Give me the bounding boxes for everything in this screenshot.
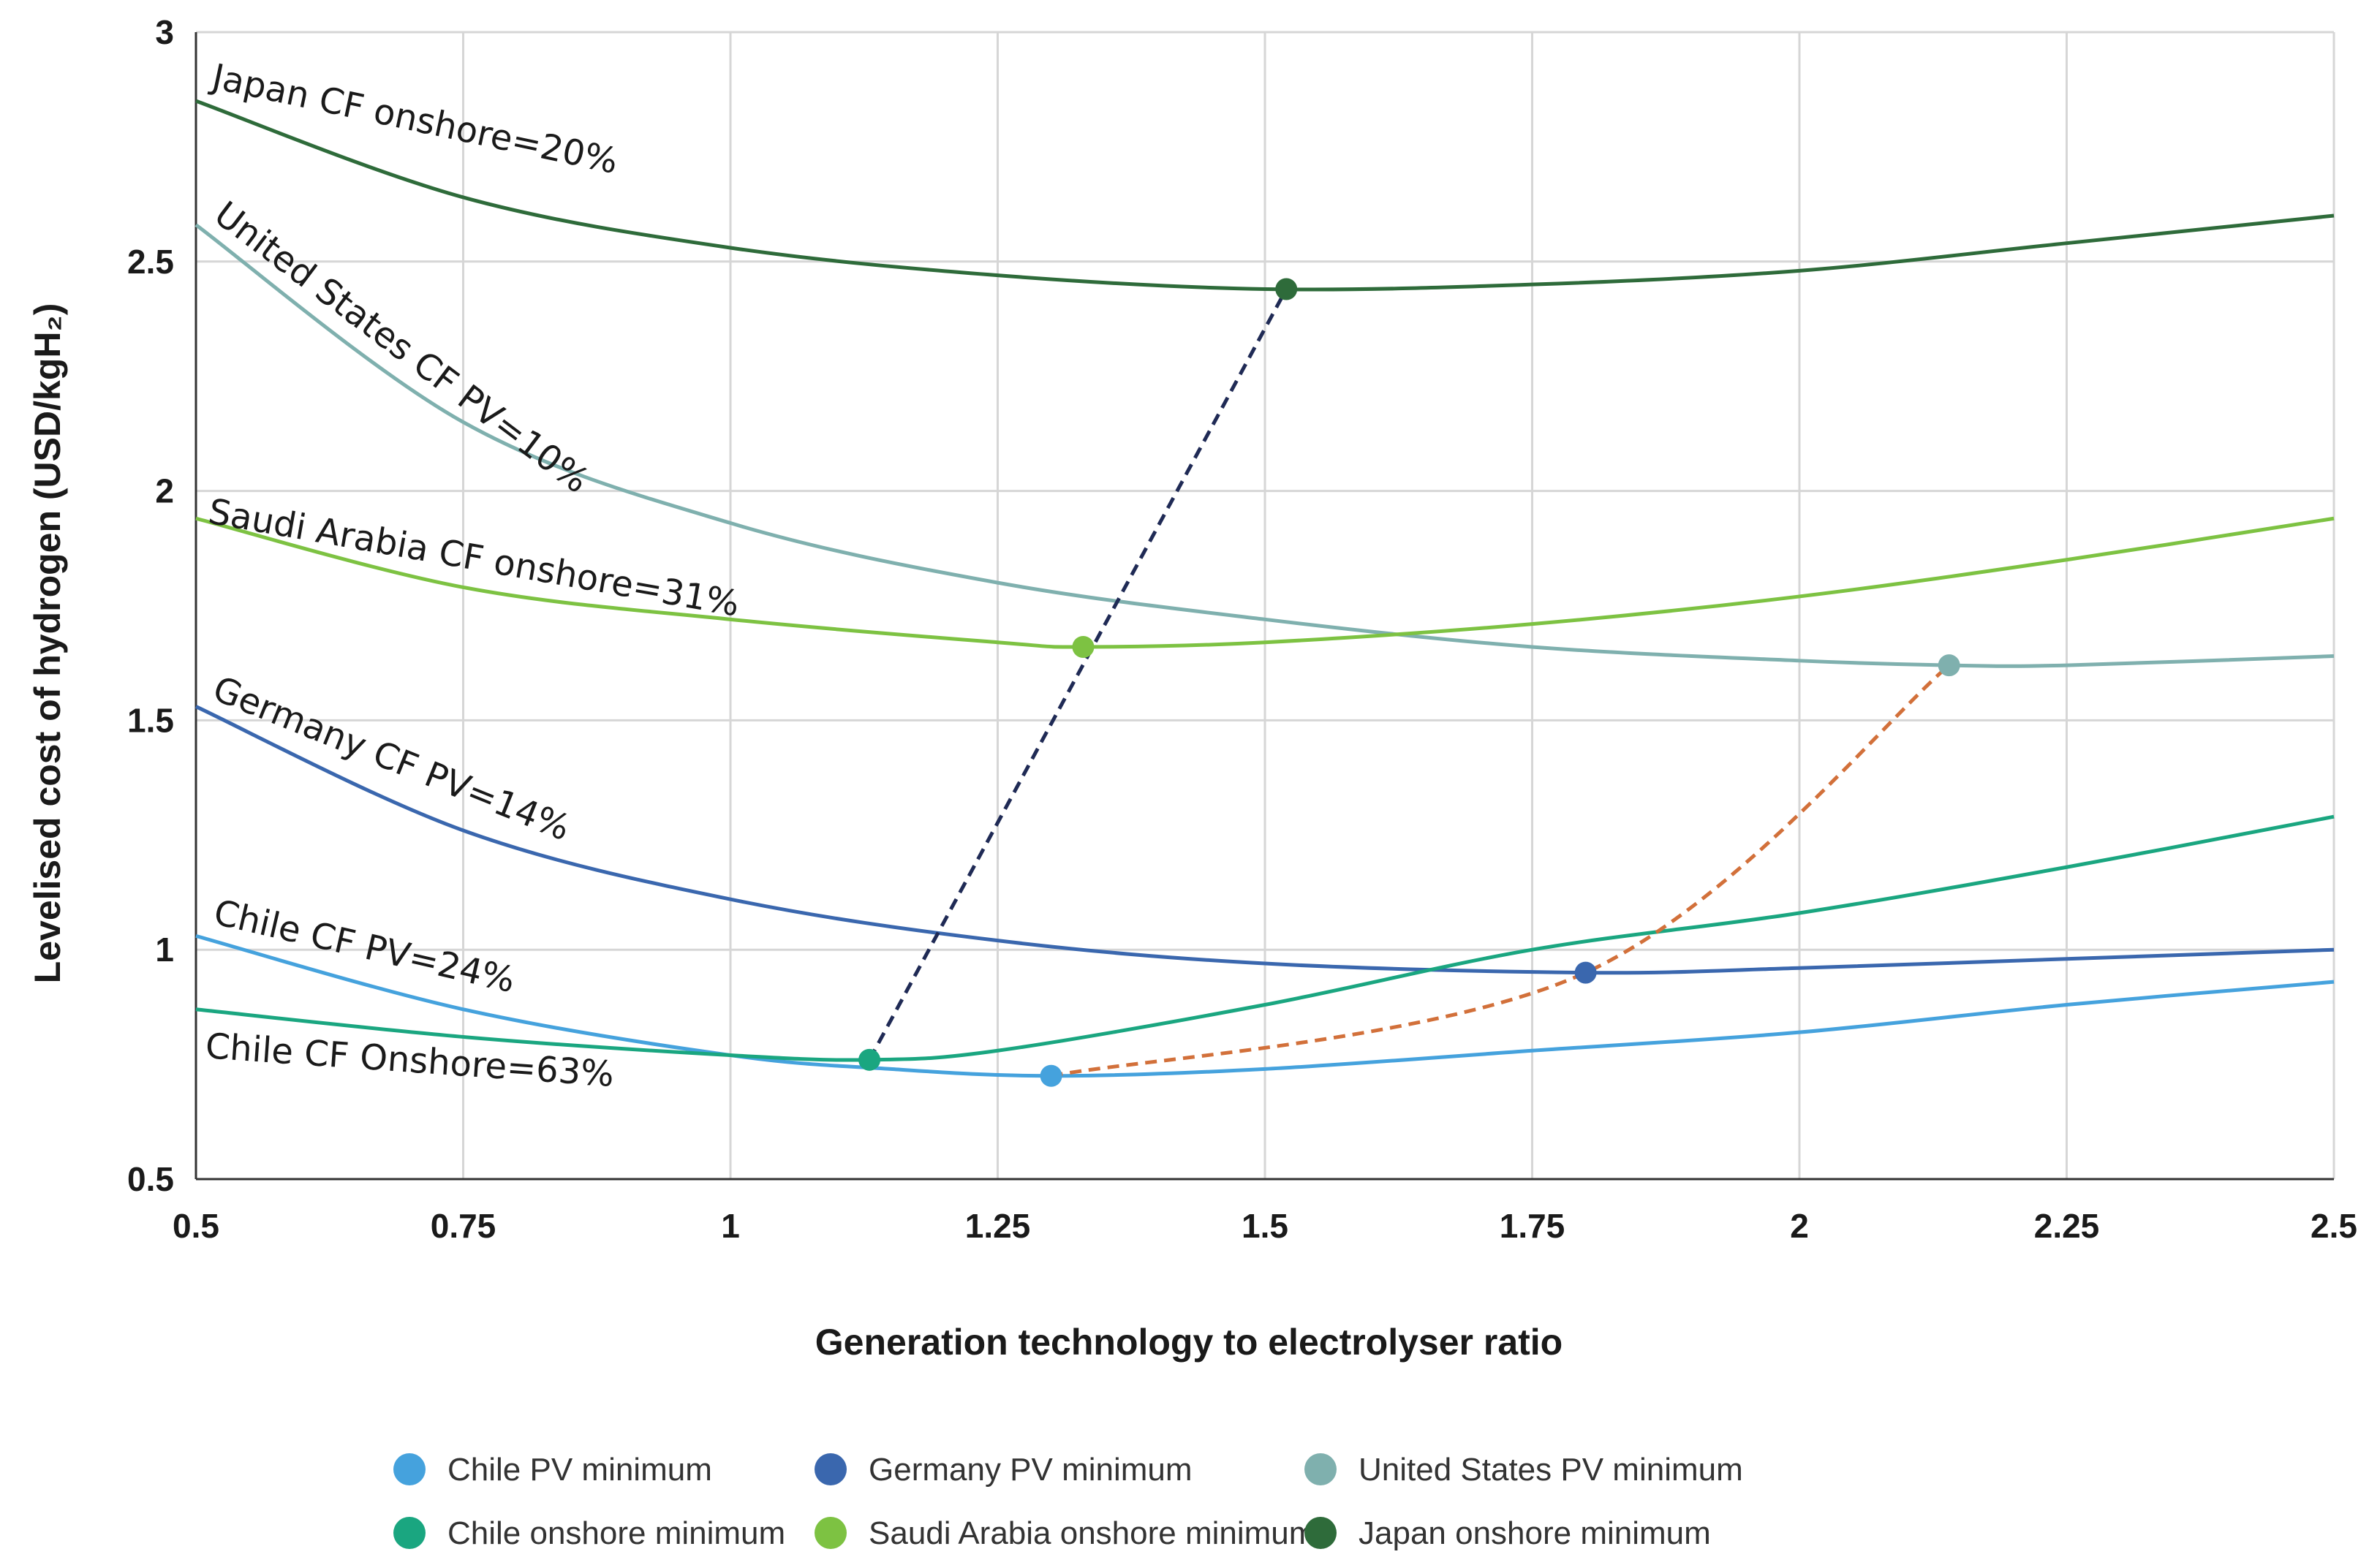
minimum-marker [1275,278,1298,300]
x-tick-label: 2.5 [2311,1207,2357,1245]
legend: Chile PV minimum Germany PV minimum United… [393,1452,1743,1551]
minima-connectors [867,288,1951,1078]
legend-swatch [815,1517,847,1549]
minimum-marker [858,1048,881,1071]
y-tick-label: 3 [155,13,174,51]
legend-item: Germany PV minimum [815,1452,1193,1488]
series-line-united-states-cf-pv-10 [194,223,2335,668]
series-line-chile-cf-onshore-63 [195,814,2335,1062]
grid [194,31,2335,1181]
legend-label: Chile onshore minimum [447,1515,785,1551]
legend-item: Chile PV minimum [393,1452,712,1488]
pv-minima-line [1051,664,1951,1078]
legend-label: Chile PV minimum [447,1452,712,1488]
minimum-marker [1072,635,1095,658]
curve-label: United States CF PV=10% [207,194,597,501]
series-line-chile-cf-pv-24 [195,933,2335,1078]
legend-item: Saudi Arabia onshore minimum [815,1515,1315,1551]
x-tick-label: 1.25 [965,1207,1031,1245]
axes [194,32,2334,1181]
y-tick-label: 2.5 [127,243,174,281]
minimum-marker [1040,1064,1062,1087]
y-tick-label: 2 [155,472,174,510]
minimum-marker [1574,961,1597,984]
x-tick-label: 1.75 [1500,1207,1565,1245]
legend-swatch [393,1517,426,1549]
curve-label: Saudi Arabia CF onshore=31% [205,491,742,625]
curve-label: Germany CF PV=14% [208,668,576,849]
legend-item: Japan onshore minimum [1304,1515,1711,1551]
y-tick-labels: 0.5 1 1.5 2 2.5 3 [127,13,174,1198]
legend-label: Japan onshore minimum [1359,1515,1711,1551]
legend-swatch [815,1453,847,1485]
legend-label: Germany PV minimum [869,1452,1193,1488]
legend-swatch [393,1453,426,1485]
curve-labels: Japan CF onshore=20%United States CF PV=… [204,56,742,1095]
x-tick-label: 2 [1790,1207,1809,1245]
series-line-japan-cf-onshore-20 [195,99,2335,292]
x-tick-label: 1 [721,1207,740,1245]
x-tick-label: 0.75 [431,1207,496,1245]
legend-label: Saudi Arabia onshore minimum [869,1515,1315,1551]
series-curves [194,99,2335,1078]
y-axis-title: Levelised cost of hydrogen (USD/kgH₂) [27,303,68,984]
curve-label: Japan CF onshore=20% [207,56,621,182]
curve-label: Chile CF Onshore=63% [204,1026,615,1095]
y-tick-label: 1.5 [127,701,174,739]
series-line-germany-cf-pv-14 [194,705,2335,975]
series-line-saudi-arabia-cf-onshore-31 [195,516,2335,649]
legend-item: United States PV minimum [1304,1452,1743,1488]
x-tick-labels: 0.5 0.75 1 1.25 1.5 1.75 2 2.25 2.5 [173,1207,2357,1245]
y-tick-label: 0.5 [127,1160,174,1198]
minimum-markers [858,278,1960,1087]
legend-item: Chile onshore minimum [393,1515,785,1551]
x-axis-title: Generation technology to electrolyser ra… [815,1322,1563,1363]
minimum-marker [1938,654,1960,677]
legend-swatch [1304,1517,1337,1549]
y-tick-label: 1 [155,931,174,969]
x-tick-label: 2.25 [2034,1207,2100,1245]
legend-swatch [1304,1453,1337,1485]
legend-label: United States PV minimum [1359,1452,1743,1488]
x-tick-label: 1.5 [1242,1207,1288,1245]
x-tick-label: 0.5 [173,1207,219,1245]
onshore-minima-line [867,288,1288,1061]
